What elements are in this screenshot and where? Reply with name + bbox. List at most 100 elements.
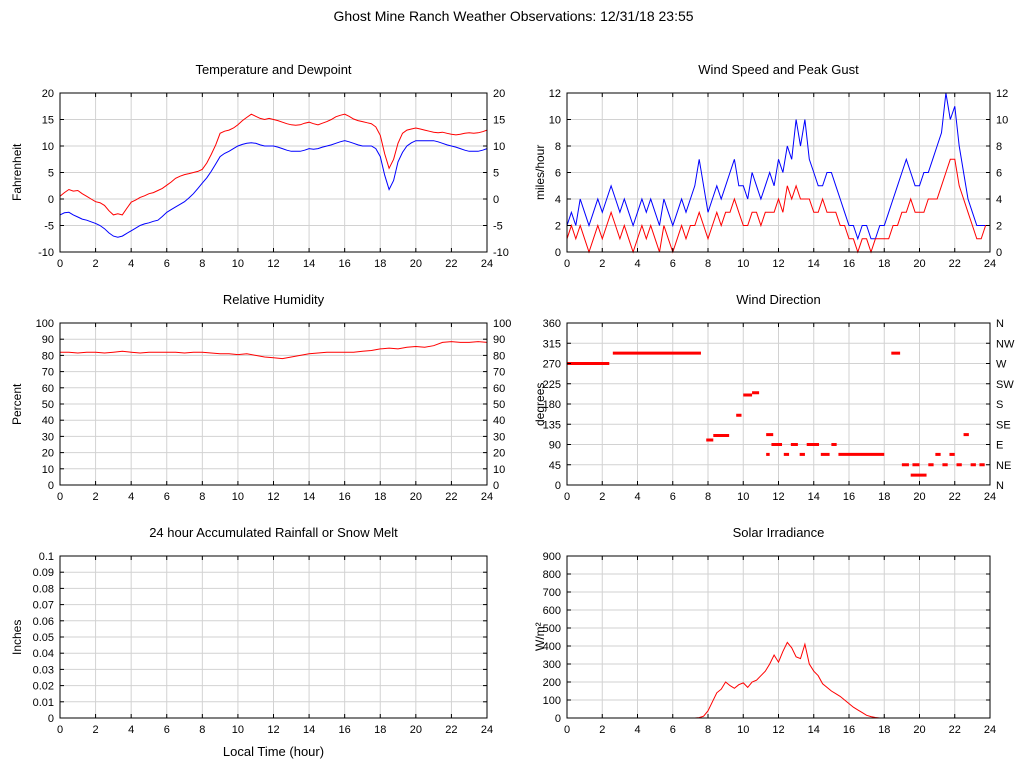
tick-marks — [566, 555, 991, 719]
temperature-dewpoint-plot: 0 2 4 6 8 10 12 14 16 18 20 22 24-10-505101520-10-50… — [38, 88, 509, 270]
tick-marks — [566, 92, 991, 253]
svg-text:2: 2 — [555, 221, 561, 233]
svg-text:20: 20 — [493, 88, 505, 100]
chart-solar-irradiance: 0 2 4 6 8 10 12 14 16 18 20 22 24 0 100 200 300 400 500 600… — [527, 523, 1027, 772]
svg-text:40: 40 — [493, 415, 505, 427]
svg-text:12: 12 — [549, 88, 561, 100]
svg-text:10: 10 — [737, 724, 749, 736]
svg-text:20: 20 — [42, 448, 54, 460]
svg-text:0.02: 0.02 — [33, 681, 54, 693]
grid — [60, 556, 487, 718]
svg-text:14: 14 — [303, 724, 315, 736]
grid — [60, 93, 487, 252]
svg-text:22: 22 — [445, 491, 457, 503]
svg-text:50: 50 — [42, 399, 54, 411]
svg-text:6: 6 — [164, 258, 170, 270]
svg-text:200: 200 — [543, 677, 561, 689]
svg-text:16: 16 — [339, 724, 351, 736]
chart-title: Relative Humidity — [222, 292, 325, 307]
svg-text:80: 80 — [42, 350, 54, 362]
chart-relative-humidity: 0 2 4 6 8 10 12 14 16 18 20 22 24 0 10 20 30 40 50 60 70 80 90… — [0, 290, 527, 515]
svg-text:20: 20 — [42, 88, 54, 100]
svg-text:0.03: 0.03 — [33, 664, 54, 676]
svg-text:15: 15 — [493, 115, 505, 127]
svg-text:800: 800 — [543, 569, 561, 581]
svg-text:500: 500 — [543, 623, 561, 635]
relative-humidity-plot: 0 2 4 6 8 10 12 14 16 18 20 22 240102030405060708090… — [36, 318, 512, 503]
svg-text:16: 16 — [339, 258, 351, 270]
svg-text:14: 14 — [303, 491, 315, 503]
svg-text:0: 0 — [996, 247, 1002, 259]
svg-text:70: 70 — [493, 367, 505, 379]
grid — [60, 323, 487, 485]
svg-text:24: 24 — [481, 724, 493, 736]
svg-text:-5: -5 — [44, 221, 54, 233]
svg-text:900: 900 — [543, 551, 561, 563]
rainfall-plot: 0 2 4 6 8 10 12 14 16 18 20 22 2400.010.020.030.040.… — [33, 551, 494, 736]
svg-text:315: 315 — [543, 338, 561, 350]
svg-text:0: 0 — [564, 724, 570, 736]
svg-text:18: 18 — [878, 491, 890, 503]
svg-text:0: 0 — [48, 713, 54, 725]
chart-title: Wind Speed and Peak Gust — [698, 62, 859, 77]
y-axis-label: degrees — [533, 382, 547, 426]
y-axis-label: miles/hour — [533, 144, 547, 201]
grid — [567, 556, 990, 718]
svg-text:12: 12 — [267, 491, 279, 503]
svg-text:20: 20 — [913, 258, 925, 270]
svg-text:12: 12 — [996, 88, 1008, 100]
chart-title: Solar Irradiance — [732, 525, 825, 540]
y-axis-label: Fahrenheit — [10, 143, 24, 202]
svg-text:18: 18 — [878, 258, 890, 270]
svg-text:10: 10 — [232, 724, 244, 736]
svg-text:-10: -10 — [493, 247, 509, 259]
svg-text:E: E — [996, 440, 1003, 452]
temperature-line — [59, 113, 488, 216]
svg-text:0.08: 0.08 — [33, 583, 54, 595]
y-axis-label: W/m² — [533, 622, 547, 652]
svg-text:10: 10 — [42, 141, 54, 153]
svg-text:0.01: 0.01 — [33, 697, 54, 709]
svg-text:18: 18 — [374, 724, 386, 736]
svg-text:-5: -5 — [493, 221, 503, 233]
svg-text:8: 8 — [705, 258, 711, 270]
svg-text:10: 10 — [737, 491, 749, 503]
svg-text:300: 300 — [543, 659, 561, 671]
chart-temperature-dewpoint: 0 2 4 6 8 10 12 14 16 18 20 22 24 -10 -5 0 5 10 15 20 -10 -5 0… — [0, 60, 527, 285]
svg-text:6: 6 — [670, 258, 676, 270]
svg-text:24: 24 — [984, 258, 996, 270]
tick-labels: 0 2 4 6 8 10 12 14 16 18 20 22 240100200300400500600… — [543, 551, 996, 736]
svg-text:2: 2 — [599, 724, 605, 736]
svg-text:10: 10 — [493, 464, 505, 476]
svg-text:16: 16 — [843, 491, 855, 503]
svg-text:14: 14 — [808, 491, 820, 503]
svg-text:0.05: 0.05 — [33, 632, 54, 644]
svg-text:100: 100 — [493, 318, 511, 330]
svg-text:0.09: 0.09 — [33, 567, 54, 579]
svg-text:360: 360 — [543, 318, 561, 330]
svg-text:6: 6 — [670, 491, 676, 503]
svg-text:60: 60 — [42, 383, 54, 395]
svg-text:4: 4 — [996, 194, 1002, 206]
svg-text:18: 18 — [374, 491, 386, 503]
svg-text:10: 10 — [996, 115, 1008, 127]
svg-text:5: 5 — [493, 168, 499, 180]
svg-text:60: 60 — [493, 383, 505, 395]
svg-text:4: 4 — [128, 258, 134, 270]
svg-text:0: 0 — [57, 724, 63, 736]
svg-text:10: 10 — [549, 115, 561, 127]
svg-text:180: 180 — [543, 399, 561, 411]
svg-text:4: 4 — [555, 194, 561, 206]
svg-text:0: 0 — [48, 194, 54, 206]
svg-text:14: 14 — [303, 258, 315, 270]
svg-text:6: 6 — [670, 724, 676, 736]
tick-labels: 0 2 4 6 8 10 12 14 16 18 20 22 24-10-505101520-10-50… — [38, 88, 509, 270]
solar-irradiance-plot: 0 2 4 6 8 10 12 14 16 18 20 22 240100200300400500600… — [543, 551, 996, 736]
svg-text:4: 4 — [634, 258, 640, 270]
svg-text:0: 0 — [57, 258, 63, 270]
svg-text:10: 10 — [737, 258, 749, 270]
svg-text:0: 0 — [564, 491, 570, 503]
